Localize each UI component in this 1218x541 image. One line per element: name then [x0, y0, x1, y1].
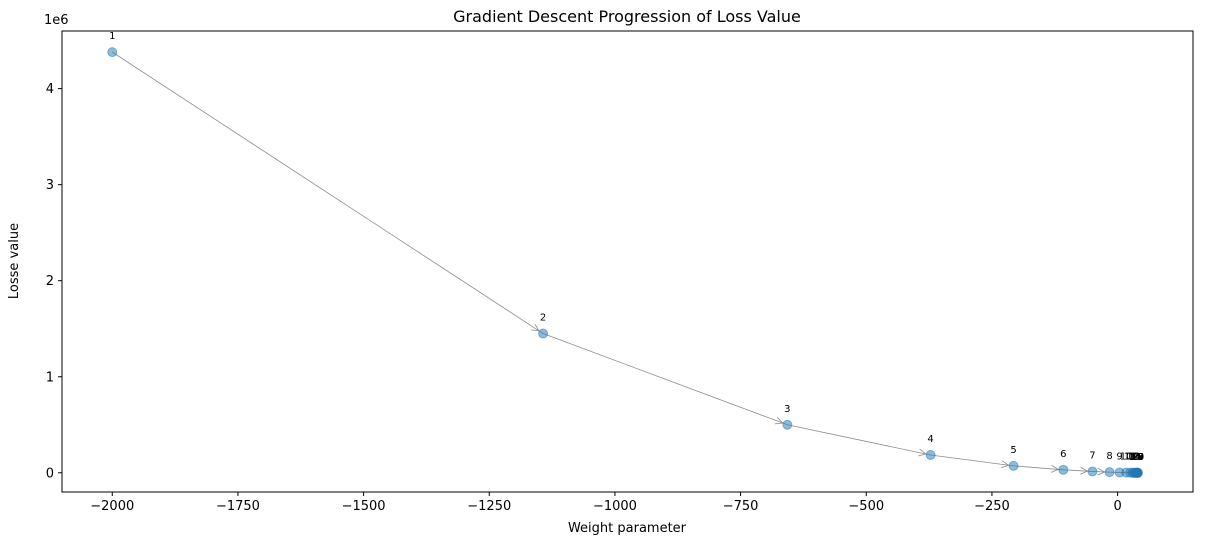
x-tick-label: 0 — [1113, 499, 1121, 514]
trajectory-segment — [787, 424, 931, 456]
point-label: 13 — [1128, 452, 1141, 463]
trajectory-segment — [542, 333, 788, 426]
point-label: 19 — [1131, 452, 1144, 463]
trajectory-segment — [930, 454, 1014, 467]
point-label: 6 — [1060, 449, 1066, 460]
point-label: 14 — [1129, 452, 1142, 463]
point-label: 15 — [1130, 452, 1143, 463]
data-point — [107, 47, 118, 58]
x-tick-label: −1250 — [467, 499, 511, 514]
point-label: 3 — [784, 404, 790, 415]
trajectory-arrowhead — [1097, 467, 1106, 476]
point-label: 5 — [1010, 445, 1016, 456]
point-label: 20 — [1131, 452, 1144, 463]
trajectory-arrowhead — [774, 417, 784, 425]
x-tick-label: −1000 — [593, 499, 637, 514]
data-point — [782, 419, 793, 430]
x-tick-label: −250 — [974, 499, 1010, 514]
trajectory-arrowhead — [1080, 466, 1089, 475]
trajectory-segment — [1013, 465, 1064, 471]
point-label: 16 — [1130, 452, 1143, 463]
x-tick-label: −1500 — [342, 499, 386, 514]
point-label: 11 — [1124, 452, 1137, 463]
point-label: 18 — [1131, 452, 1144, 463]
data-point — [538, 328, 549, 339]
point-label: 8 — [1106, 451, 1112, 462]
plot-frame — [61, 30, 1194, 493]
y-tick-label: 4 — [46, 82, 54, 97]
point-label: 12 — [1126, 452, 1139, 463]
x-axis-label: Weight parameter — [568, 521, 687, 536]
point-label: 17 — [1131, 452, 1144, 463]
data-points — [107, 47, 1143, 478]
y-tick-label: 0 — [46, 466, 54, 481]
data-point — [1132, 467, 1143, 478]
data-point — [1104, 467, 1115, 478]
axis-ticks: −2000 −1750 −1500 −1250 −1000 −750 −500 −250 0 0 1… — [46, 82, 1122, 514]
data-point — [1058, 464, 1069, 475]
data-point — [1087, 466, 1098, 477]
chart-title: Gradient Descent Progression of Loss Val… — [453, 7, 801, 26]
y-tick-label: 3 — [46, 178, 54, 193]
y-offset-label: 1e6 — [44, 13, 69, 28]
data-point — [1008, 460, 1019, 471]
trajectory-segment — [112, 51, 544, 334]
trajectory-lines — [112, 51, 1138, 476]
y-tick-label: 2 — [46, 274, 54, 289]
point-label: 9 — [1116, 451, 1122, 462]
point-label: 4 — [927, 434, 933, 445]
x-tick-label: −1750 — [216, 499, 260, 514]
y-tick-label: 1 — [46, 370, 54, 385]
data-point — [925, 450, 936, 461]
x-tick-label: −500 — [848, 499, 884, 514]
x-tick-label: −750 — [723, 499, 759, 514]
trajectory-arrowhead — [531, 323, 540, 332]
point-label: 7 — [1089, 450, 1095, 461]
y-axis-label: Losse value — [7, 223, 22, 299]
point-label: 1 — [109, 31, 115, 42]
x-tick-label: −2000 — [90, 499, 134, 514]
point-label: 10 — [1120, 452, 1133, 463]
point-label: 2 — [540, 313, 546, 324]
